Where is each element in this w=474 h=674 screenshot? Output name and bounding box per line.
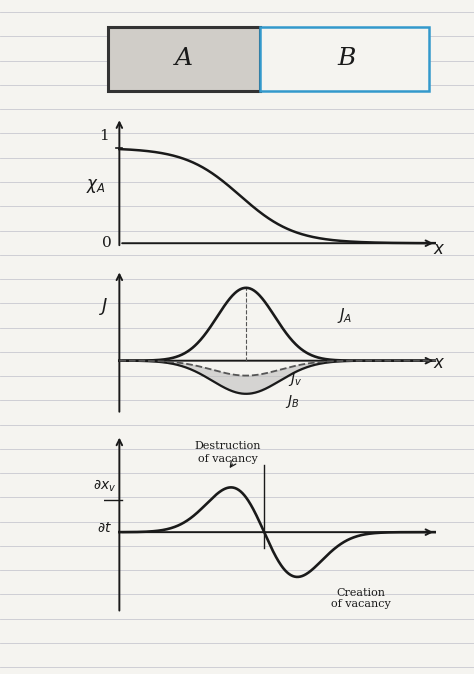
Bar (108, 27, 260, 91)
Text: of vacancy: of vacancy (198, 454, 258, 464)
Bar (260, 27, 429, 91)
Text: $J$: $J$ (100, 297, 109, 317)
Text: $J_B$: $J_B$ (285, 393, 300, 410)
Text: $x$: $x$ (433, 355, 445, 373)
Text: Destruction: Destruction (195, 441, 261, 450)
Text: $x$: $x$ (433, 241, 445, 258)
Text: $\partial t$: $\partial t$ (97, 521, 112, 535)
Text: 1: 1 (99, 129, 109, 144)
Text: $\chi_A$: $\chi_A$ (86, 177, 106, 195)
Text: B: B (337, 47, 356, 71)
Text: $\partial x_v$: $\partial x_v$ (92, 478, 116, 494)
Text: Creation: Creation (336, 588, 385, 598)
Text: $J_A$: $J_A$ (337, 305, 352, 325)
Text: of vacancy: of vacancy (331, 599, 391, 609)
Text: A: A (175, 47, 193, 71)
Text: 0: 0 (102, 236, 112, 250)
Text: $J_v$: $J_v$ (288, 371, 302, 388)
